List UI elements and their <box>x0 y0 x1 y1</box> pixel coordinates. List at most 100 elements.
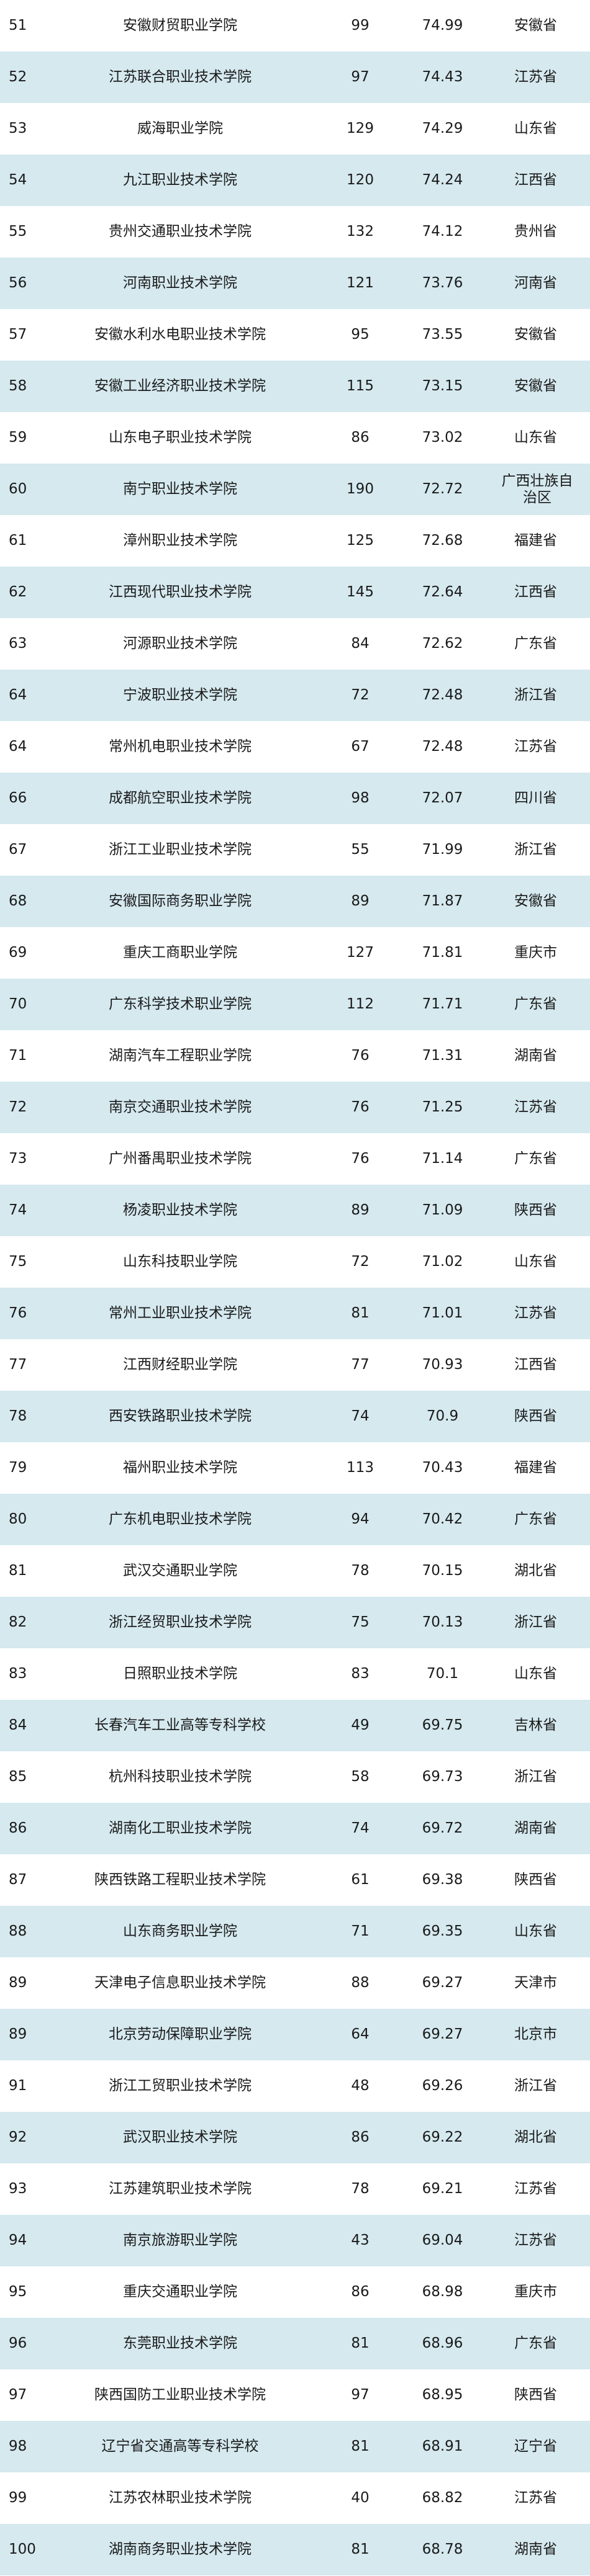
rank-cell: 92 <box>9 2129 27 2145</box>
table-row: 91 浙江工贸职业技术学院 48 69.26 浙江省 <box>0 2060 590 2112</box>
province-cell: 山东省 <box>514 1666 557 1682</box>
province-cell: 北京市 <box>514 2026 557 2042</box>
rank-cell: 94 <box>9 2232 27 2248</box>
school-name-cell: 山东科技职业学院 <box>123 1254 237 1270</box>
province-cell: 湖南省 <box>514 2541 557 2557</box>
school-name-cell: 湖南汽车工程职业学院 <box>109 1048 252 1064</box>
school-name-cell: 安徽工业经济职业技术学院 <box>94 378 266 394</box>
table-row: 64 宁波职业技术学院 72 72.48 浙江省 <box>0 670 590 721</box>
score-cell: 73.55 <box>422 326 463 343</box>
table-row: 69 重庆工商职业学院 127 71.81 重庆市 <box>0 927 590 979</box>
table-row: 73 广州番禺职业技术学院 76 71.14 广东省 <box>0 1133 590 1185</box>
province-cell: 重庆市 <box>514 2284 557 2300</box>
count-cell: 48 <box>351 2078 370 2094</box>
rank-cell: 77 <box>9 1357 27 1373</box>
count-cell: 113 <box>347 1460 374 1476</box>
count-cell: 120 <box>347 172 374 188</box>
province-cell: 湖北省 <box>514 1563 557 1579</box>
school-name-cell: 安徽水利水电职业技术学院 <box>94 326 266 343</box>
rank-cell: 64 <box>9 687 27 703</box>
province-cell: 浙江省 <box>514 687 557 703</box>
table-row: 51 安徽财贸职业学院 99 74.99 安徽省 <box>0 0 590 52</box>
table-row: 54 九江职业技术学院 120 74.24 江西省 <box>0 155 590 206</box>
count-cell: 81 <box>351 2438 370 2454</box>
province-cell: 江苏省 <box>514 1099 557 1115</box>
count-cell: 43 <box>351 2232 370 2248</box>
school-name-cell: 江苏建筑职业技术学院 <box>109 2181 252 2197</box>
count-cell: 71 <box>351 1923 370 1939</box>
school-name-cell: 江苏联合职业技术学院 <box>109 69 252 85</box>
score-cell: 74.29 <box>422 120 463 137</box>
school-name-cell: 广州番禺职业技术学院 <box>109 1151 252 1167</box>
province-cell: 江西省 <box>514 172 557 188</box>
table-row: 68 安徽国际商务职业学院 89 71.87 安徽省 <box>0 876 590 927</box>
rank-cell: 63 <box>9 635 27 652</box>
school-name-cell: 福州职业技术学院 <box>123 1460 237 1476</box>
rank-cell: 73 <box>9 1151 27 1167</box>
school-name-cell: 浙江工贸职业技术学院 <box>109 2078 252 2094</box>
table-row: 74 杨凌职业技术学院 89 71.09 陕西省 <box>0 1185 590 1236</box>
province-cell: 广东省 <box>514 1151 557 1167</box>
province-cell: 福建省 <box>514 1460 557 1476</box>
score-cell: 71.25 <box>422 1099 463 1115</box>
score-cell: 73.02 <box>422 429 463 446</box>
rank-cell: 61 <box>9 532 27 549</box>
count-cell: 78 <box>351 1563 370 1579</box>
rank-cell: 52 <box>9 69 27 85</box>
table-row: 72 南京交通职业技术学院 76 71.25 江苏省 <box>0 1082 590 1133</box>
rank-cell: 71 <box>9 1048 27 1064</box>
score-cell: 73.76 <box>422 275 463 291</box>
table-row: 100 湖南商务职业技术学院 81 68.78 湖南省 <box>0 2524 590 2575</box>
table-row: 64 常州机电职业技术学院 67 72.48 江苏省 <box>0 721 590 773</box>
school-name-cell: 西安铁路职业技术学院 <box>109 1408 252 1424</box>
province-cell: 山东省 <box>514 120 557 137</box>
table-row: 52 江苏联合职业技术学院 97 74.43 江苏省 <box>0 52 590 103</box>
table-row: 85 杭州科技职业技术学院 58 69.73 浙江省 <box>0 1751 590 1803</box>
count-cell: 98 <box>351 790 370 806</box>
school-name-cell: 九江职业技术学院 <box>123 172 237 188</box>
count-cell: 89 <box>351 893 370 909</box>
rank-cell: 75 <box>9 1254 27 1270</box>
school-name-cell: 武汉职业技术学院 <box>123 2129 237 2145</box>
province-cell: 湖南省 <box>514 1820 557 1836</box>
school-name-cell: 浙江工业职业技术学院 <box>109 841 252 858</box>
score-cell: 69.35 <box>422 1923 463 1939</box>
rank-cell: 70 <box>9 996 27 1012</box>
score-cell: 69.38 <box>422 1872 463 1888</box>
score-cell: 71.81 <box>422 945 463 961</box>
score-cell: 70.43 <box>422 1460 463 1476</box>
count-cell: 121 <box>347 275 374 291</box>
province-cell: 吉林省 <box>514 1717 557 1733</box>
school-name-cell: 南京交通职业技术学院 <box>109 1099 252 1115</box>
rank-cell: 64 <box>9 738 27 755</box>
rank-cell: 99 <box>9 2490 27 2506</box>
rank-cell: 89 <box>9 2026 27 2042</box>
rank-cell: 84 <box>9 1717 27 1733</box>
rank-cell: 86 <box>9 1820 27 1836</box>
rank-cell: 81 <box>9 1563 27 1579</box>
table-row: 71 湖南汽车工程职业学院 76 71.31 湖南省 <box>0 1030 590 1082</box>
table-row: 92 武汉职业技术学院 86 69.22 湖北省 <box>0 2112 590 2163</box>
school-name-cell: 南宁职业技术学院 <box>123 481 237 497</box>
province-cell: 浙江省 <box>514 1769 557 1785</box>
province-cell: 湖南省 <box>514 1048 557 1064</box>
score-cell: 70.42 <box>422 1511 463 1527</box>
count-cell: 74 <box>351 1408 370 1424</box>
table-row: 60 南宁职业技术学院 190 72.72 广西壮族自治区 <box>0 464 590 515</box>
table-row: 56 河南职业技术学院 121 73.76 河南省 <box>0 258 590 309</box>
score-cell: 73.15 <box>422 378 463 394</box>
rank-cell: 54 <box>9 172 27 188</box>
school-name-cell: 江西现代职业技术学院 <box>109 584 252 600</box>
rank-cell: 85 <box>9 1769 27 1785</box>
province-cell: 贵州省 <box>514 223 557 240</box>
table-row: 89 天津电子信息职业技术学院 88 69.27 天津市 <box>0 1957 590 2009</box>
count-cell: 78 <box>351 2181 370 2197</box>
score-cell: 74.12 <box>422 223 463 240</box>
school-name-cell: 湖南化工职业技术学院 <box>109 1820 252 1836</box>
rank-cell: 96 <box>9 2335 27 2351</box>
province-cell: 广东省 <box>514 2335 557 2351</box>
score-cell: 68.82 <box>422 2490 463 2506</box>
count-cell: 95 <box>351 326 370 343</box>
province-cell: 江苏省 <box>514 738 557 755</box>
